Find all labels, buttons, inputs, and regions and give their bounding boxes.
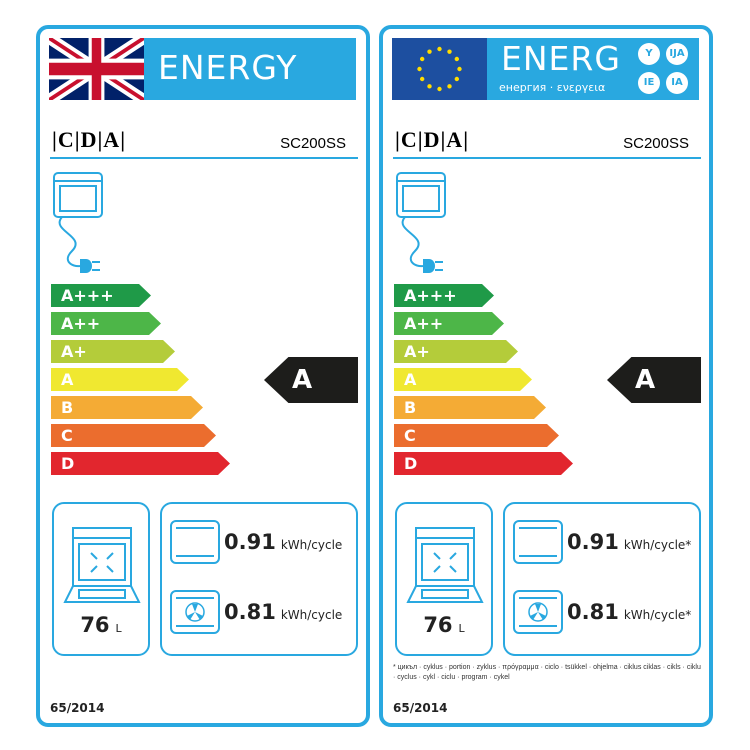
energy-class-label: D bbox=[404, 454, 418, 473]
energy-label-eu: ENERG енергия · ενεργεια Y IJA IE IA |C|D|A| … bbox=[379, 25, 713, 727]
energy-banner: ENERG енергия · ενεργεια Y IJA IE IA bbox=[487, 38, 699, 100]
brand-logo: |C|D|A| bbox=[395, 127, 470, 152]
energy-rating-indicator: A bbox=[264, 357, 358, 403]
fan-oven-icon bbox=[513, 590, 563, 638]
fan-oven-icon bbox=[170, 590, 220, 638]
regulation-number: 65/2014 bbox=[393, 701, 448, 715]
divider bbox=[393, 157, 701, 159]
eu-flag-icon bbox=[392, 38, 487, 100]
conventional-consumption: 0.91 kWh/cycle bbox=[224, 530, 343, 554]
energy-suffix: IE bbox=[638, 72, 660, 94]
energy-class-label: A+++ bbox=[404, 286, 457, 305]
conventional-consumption: 0.91 kWh/cycle* bbox=[567, 530, 692, 554]
volume-value: 76 L bbox=[423, 613, 465, 637]
volume-panel: 76 L bbox=[395, 502, 493, 656]
oven-cavity-icon bbox=[63, 526, 141, 610]
energy-class-bar: A++ bbox=[394, 312, 504, 335]
energy-class-bar: A+ bbox=[51, 340, 175, 363]
energy-class-bar: D bbox=[51, 452, 230, 475]
energy-class-bar: A bbox=[394, 368, 532, 391]
label-header: ENERG енергия · ενεργεια Y IJA IE IA bbox=[392, 38, 699, 100]
energy-suffix: Y bbox=[638, 43, 660, 65]
energy-class-label: A++ bbox=[404, 314, 444, 333]
conventional-oven-icon bbox=[170, 520, 220, 568]
energy-banner: ENERGY bbox=[144, 38, 356, 100]
energy-subtitle: енергия · ενεργεια bbox=[499, 81, 606, 94]
energy-class-label: A+ bbox=[61, 342, 87, 361]
energy-class-bar: C bbox=[394, 424, 559, 447]
cycle-footnote: * цикъл · cyklus · portion · zyklus · πρ… bbox=[393, 664, 701, 681]
oven-plug-icon bbox=[395, 171, 455, 280]
energy-class-label: A++ bbox=[61, 314, 101, 333]
energy-rating-indicator: A bbox=[607, 357, 701, 403]
energy-class-label: C bbox=[61, 426, 73, 445]
energy-class-label: A bbox=[404, 370, 417, 389]
volume-value: 76 L bbox=[80, 613, 122, 637]
energy-class-bar: A+ bbox=[394, 340, 518, 363]
oven-cavity-icon bbox=[406, 526, 484, 610]
energy-class-label: B bbox=[61, 398, 74, 417]
energy-class-bar: B bbox=[394, 396, 546, 419]
energy-label-uk: ENERGY |C|D|A| SC200SS A+++ A++ A+ A B C D A 76… bbox=[36, 25, 370, 727]
model-number: SC200SS bbox=[280, 135, 346, 152]
energy-suffix: IA bbox=[666, 72, 688, 94]
energy-class-bar: B bbox=[51, 396, 203, 419]
energy-word: ENERG bbox=[501, 39, 621, 78]
regulation-number: 65/2014 bbox=[50, 701, 105, 715]
fan-consumption: 0.81 kWh/cycle bbox=[224, 600, 343, 624]
energy-class-bar: A+++ bbox=[51, 284, 151, 307]
energy-word: ENERGY bbox=[158, 48, 298, 87]
energy-class-label: A bbox=[61, 370, 74, 389]
energy-class-bar: A++ bbox=[51, 312, 161, 335]
energy-class-bar: A bbox=[51, 368, 189, 391]
energy-class-label: D bbox=[61, 454, 75, 473]
energy-class-label: B bbox=[404, 398, 417, 417]
model-number: SC200SS bbox=[623, 135, 689, 152]
energy-class-bar: C bbox=[51, 424, 216, 447]
energy-suffix: IJA bbox=[666, 43, 688, 65]
energy-class-bar: D bbox=[394, 452, 573, 475]
consumption-panel: 0.91 kWh/cycle* 0.81 kWh/cycle* bbox=[503, 502, 701, 656]
divider bbox=[50, 157, 358, 159]
energy-class-label: A+++ bbox=[61, 286, 114, 305]
label-header: ENERGY bbox=[46, 32, 356, 106]
conventional-oven-icon bbox=[513, 520, 563, 568]
union-jack-icon bbox=[46, 32, 147, 106]
energy-class-label: A+ bbox=[404, 342, 430, 361]
energy-class-label: C bbox=[404, 426, 416, 445]
volume-panel: 76 L bbox=[52, 502, 150, 656]
oven-plug-icon bbox=[52, 171, 112, 280]
energy-class-bar: A+++ bbox=[394, 284, 494, 307]
fan-consumption: 0.81 kWh/cycle* bbox=[567, 600, 692, 624]
brand-logo: |C|D|A| bbox=[52, 127, 127, 152]
consumption-panel: 0.91 kWh/cycle 0.81 kWh/cycle bbox=[160, 502, 358, 656]
